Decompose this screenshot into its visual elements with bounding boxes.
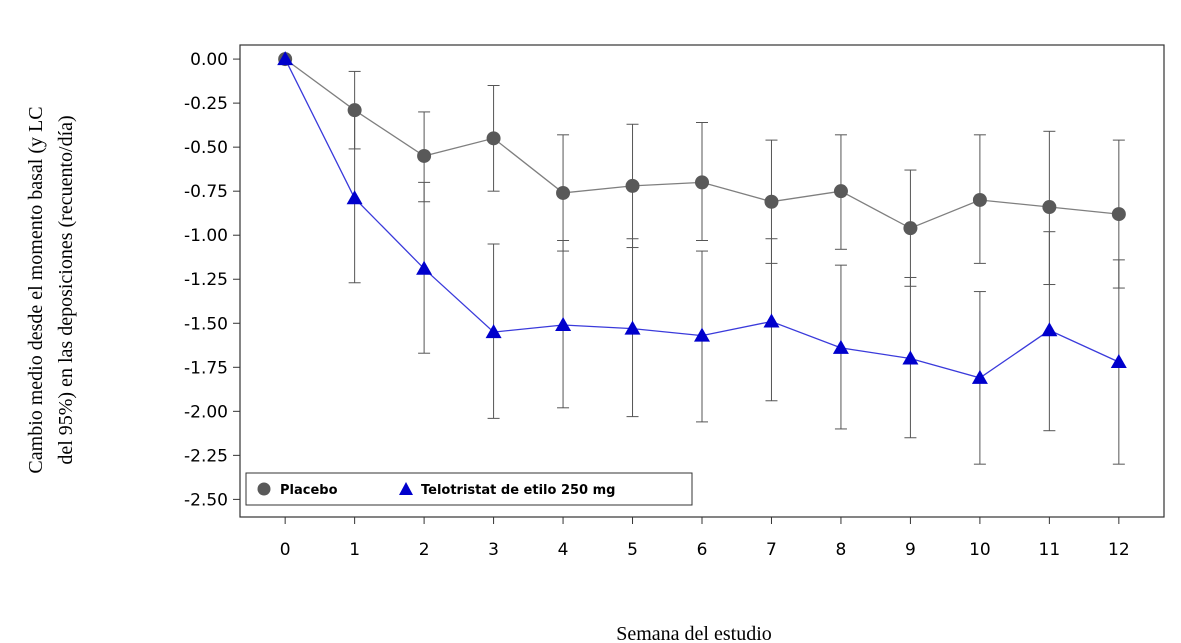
y-tick-label-4: -1.00 [184, 226, 228, 246]
y-tick-label-7: -1.75 [184, 358, 228, 378]
x-tick-label-4: 4 [558, 540, 569, 560]
y-tick-label-10: -2.50 [184, 490, 228, 510]
point-placebo-10 [972, 192, 987, 207]
legend-marker-placebo [257, 482, 271, 496]
legend-marker-telotristat [399, 482, 413, 495]
point-telotristat-5 [624, 320, 641, 335]
x-tick-label-2: 2 [419, 540, 430, 560]
y-tick-label-8: -2.00 [184, 402, 228, 422]
x-tick-label-3: 3 [488, 540, 499, 560]
legend-box [245, 472, 693, 506]
y-axis-title-line-2: del 95%) en las deposiciones (recuento/d… [55, 115, 77, 464]
point-telotristat-3 [485, 324, 502, 339]
point-placebo-5 [625, 178, 640, 193]
x-tick-label-10: 10 [969, 540, 991, 560]
point-telotristat-9 [902, 350, 919, 365]
point-placebo-11 [1042, 200, 1057, 215]
point-placebo-2 [417, 148, 432, 163]
y-tick-label-9: -2.25 [184, 446, 228, 466]
x-tick-label-7: 7 [766, 540, 777, 560]
x-tick-label-11: 11 [1039, 540, 1061, 560]
point-telotristat-12 [1110, 354, 1127, 368]
point-placebo-9 [903, 221, 918, 236]
point-telotristat-2 [416, 260, 433, 275]
x-tick-label-5: 5 [627, 540, 638, 560]
y-tick-label-3: -0.75 [184, 182, 228, 202]
point-telotristat-4 [555, 317, 572, 331]
error-bars [348, 70, 1125, 465]
legend-label-placebo: Placebo [280, 483, 338, 498]
point-telotristat-0 [277, 51, 294, 66]
point-telotristat-6 [694, 327, 710, 342]
point-telotristat-7 [763, 313, 780, 328]
point-placebo-4 [556, 185, 571, 200]
series-markers [277, 51, 1127, 384]
point-placebo-1 [347, 103, 362, 118]
x-tick-label-6: 6 [697, 540, 708, 560]
axes: 0.00 -0.25 -0.50 -0.75 -1.00 -1.25 -1.50 -1.75 -… [184, 50, 1130, 560]
point-placebo-6 [695, 175, 709, 190]
x-tick-label-12: 12 [1108, 540, 1130, 560]
y-axis-title-line-1: Cambio medio desde el momento basal (y L… [25, 106, 47, 473]
point-telotristat-1 [346, 190, 363, 205]
legend: Placebo Telotristat de etilo 250 mg [245, 472, 693, 506]
y-tick-label-0: 0.00 [190, 50, 228, 70]
point-placebo-7 [764, 194, 779, 209]
point-placebo-8 [833, 184, 848, 199]
y-tick-label-5: -1.25 [184, 270, 228, 290]
x-tick-label-8: 8 [836, 540, 847, 560]
x-tick-label-9: 9 [905, 540, 916, 560]
point-telotristat-11 [1041, 322, 1058, 337]
x-tick-label-1: 1 [349, 540, 360, 560]
legend-label-telotristat: Telotristat de etilo 250 mg [421, 483, 615, 498]
y-tick-label-1: -0.25 [184, 94, 228, 114]
point-telotristat-10 [971, 369, 988, 384]
point-telotristat-8 [832, 339, 849, 354]
point-placebo-12 [1111, 207, 1126, 222]
x-axis-title: Semana del estudio [616, 623, 772, 643]
point-placebo-3 [486, 131, 501, 146]
y-tick-label-6: -1.50 [184, 314, 228, 334]
x-tick-label-0: 0 [280, 540, 291, 560]
y-tick-label-2: -0.50 [184, 138, 228, 158]
